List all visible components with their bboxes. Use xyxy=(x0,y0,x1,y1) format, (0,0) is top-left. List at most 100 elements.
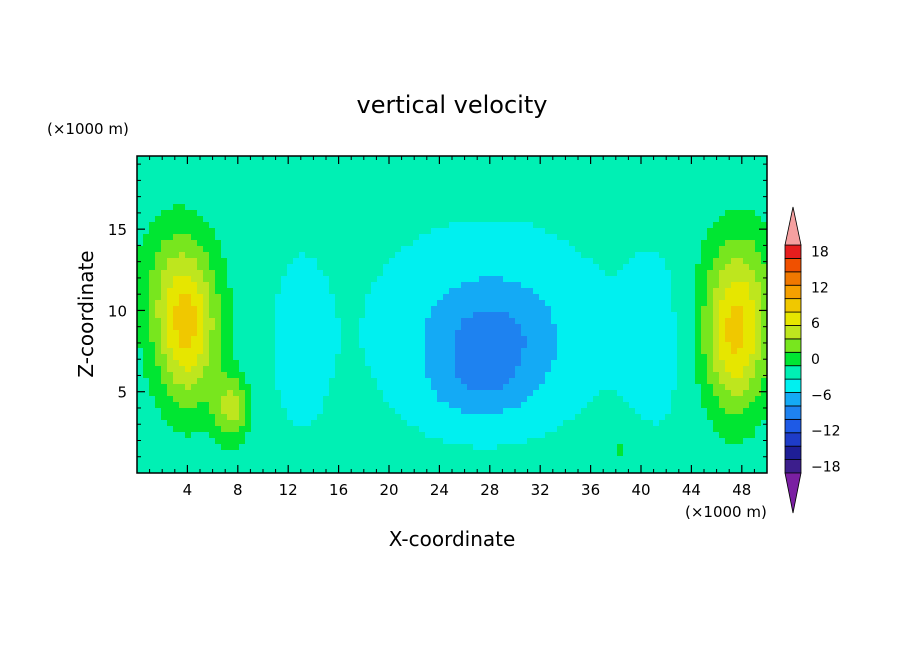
contour-cell xyxy=(557,330,564,337)
contour-cell xyxy=(557,174,564,181)
contour-cell xyxy=(353,444,360,451)
contour-cell xyxy=(251,264,258,271)
contour-cell xyxy=(221,444,228,451)
contour-cell xyxy=(431,192,438,199)
contour-cell xyxy=(671,426,678,433)
contour-cell xyxy=(293,324,300,331)
contour-cell xyxy=(173,276,180,283)
contour-cell xyxy=(155,372,162,379)
contour-cell xyxy=(221,222,228,229)
contour-cell xyxy=(557,192,564,199)
contour-cell xyxy=(377,342,384,349)
contour-cell xyxy=(485,384,492,391)
contour-cell xyxy=(407,438,414,445)
contour-cell xyxy=(527,168,534,175)
contour-cell xyxy=(335,258,342,265)
contour-cell xyxy=(371,198,378,205)
contour-cell xyxy=(623,450,630,457)
contour-cell xyxy=(269,168,276,175)
contour-cell xyxy=(689,384,696,391)
contour-cell xyxy=(293,210,300,217)
contour-cell xyxy=(245,276,252,283)
contour-cell xyxy=(695,300,702,307)
contour-cell xyxy=(167,390,174,397)
contour-cell xyxy=(251,222,258,229)
contour-cell xyxy=(425,396,432,403)
contour-cell xyxy=(539,414,546,421)
contour-cell xyxy=(461,222,468,229)
contour-cell xyxy=(305,186,312,193)
contour-cell xyxy=(437,222,444,229)
contour-cell xyxy=(329,318,336,325)
contour-cell xyxy=(653,414,660,421)
contour-cell xyxy=(377,264,384,271)
contour-cell xyxy=(629,192,636,199)
contour-cell xyxy=(593,384,600,391)
contour-cell xyxy=(629,390,636,397)
contour-cell xyxy=(563,180,570,187)
contour-cell xyxy=(569,282,576,289)
contour-cell xyxy=(161,330,168,337)
contour-cell xyxy=(557,276,564,283)
contour-cell xyxy=(509,456,516,463)
contour-cell xyxy=(407,414,414,421)
contour-cell xyxy=(659,156,666,163)
contour-cell xyxy=(635,468,642,473)
contour-cell xyxy=(563,168,570,175)
contour-cell xyxy=(287,228,294,235)
contour-cell xyxy=(407,444,414,451)
contour-cell xyxy=(311,186,318,193)
contour-cell xyxy=(383,258,390,265)
contour-cell xyxy=(581,294,588,301)
contour-cell xyxy=(491,336,498,343)
contour-cell xyxy=(557,390,564,397)
contour-cell xyxy=(563,426,570,433)
contour-cell xyxy=(617,354,624,361)
contour-cell xyxy=(503,180,510,187)
contour-cell xyxy=(461,360,468,367)
contour-cell xyxy=(161,462,168,469)
contour-cell xyxy=(359,378,366,385)
contour-cell xyxy=(479,426,486,433)
contour-cell xyxy=(689,258,696,265)
contour-cell xyxy=(467,426,474,433)
contour-cell xyxy=(587,372,594,379)
contour-cell xyxy=(617,192,624,199)
contour-cell xyxy=(167,162,174,169)
contour-cell xyxy=(311,180,318,187)
contour-cell xyxy=(479,198,486,205)
contour-cell xyxy=(503,186,510,193)
contour-cell xyxy=(533,270,540,277)
contour-cell xyxy=(395,414,402,421)
contour-cell xyxy=(371,234,378,241)
contour-cell xyxy=(635,276,642,283)
contour-cell xyxy=(605,180,612,187)
contour-cell xyxy=(629,240,636,247)
contour-cell xyxy=(149,246,156,253)
contour-cell xyxy=(509,198,516,205)
contour-cell xyxy=(197,414,204,421)
contour-cell xyxy=(353,342,360,349)
contour-cell xyxy=(347,192,354,199)
contour-cell xyxy=(191,384,198,391)
contour-cell xyxy=(425,462,432,469)
contour-cell xyxy=(227,468,234,473)
contour-cell xyxy=(611,408,618,415)
contour-cell xyxy=(485,246,492,253)
contour-cell xyxy=(173,288,180,295)
contour-cell xyxy=(353,204,360,211)
contour-cell xyxy=(485,402,492,409)
contour-cell xyxy=(485,456,492,463)
contour-cell xyxy=(623,300,630,307)
contour-cell xyxy=(233,300,240,307)
contour-cell xyxy=(365,432,372,439)
contour-cell xyxy=(479,378,486,385)
contour-cell xyxy=(563,270,570,277)
contour-cell xyxy=(647,324,654,331)
contour-cell xyxy=(257,222,264,229)
contour-cell xyxy=(143,156,150,163)
contour-cell xyxy=(221,396,228,403)
contour-cell xyxy=(281,414,288,421)
contour-cell xyxy=(401,240,408,247)
contour-cell xyxy=(509,366,516,373)
